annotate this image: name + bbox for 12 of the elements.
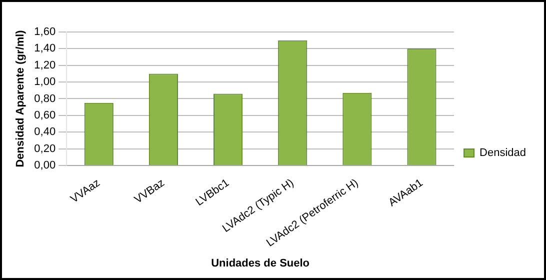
y-tick-label: 1,00 bbox=[34, 76, 56, 88]
y-tick-label: 1,60 bbox=[34, 26, 56, 38]
y-tick-label: 0,80 bbox=[34, 92, 56, 105]
legend-label: Densidad bbox=[480, 147, 526, 160]
y-tick-label: 1,40 bbox=[34, 42, 56, 55]
y-tick-label: 0,00 bbox=[34, 159, 56, 172]
y-tick-label: 0,60 bbox=[34, 109, 56, 122]
y-axis-title: Densidad Aparente (gr/ml) bbox=[14, 30, 27, 168]
y-tick-label: 0,20 bbox=[34, 142, 56, 155]
x-axis-title: Unidades de Suelo bbox=[211, 257, 310, 270]
y-tick-label: 1,20 bbox=[34, 59, 56, 72]
y-tick-label: 0,40 bbox=[34, 126, 56, 138]
